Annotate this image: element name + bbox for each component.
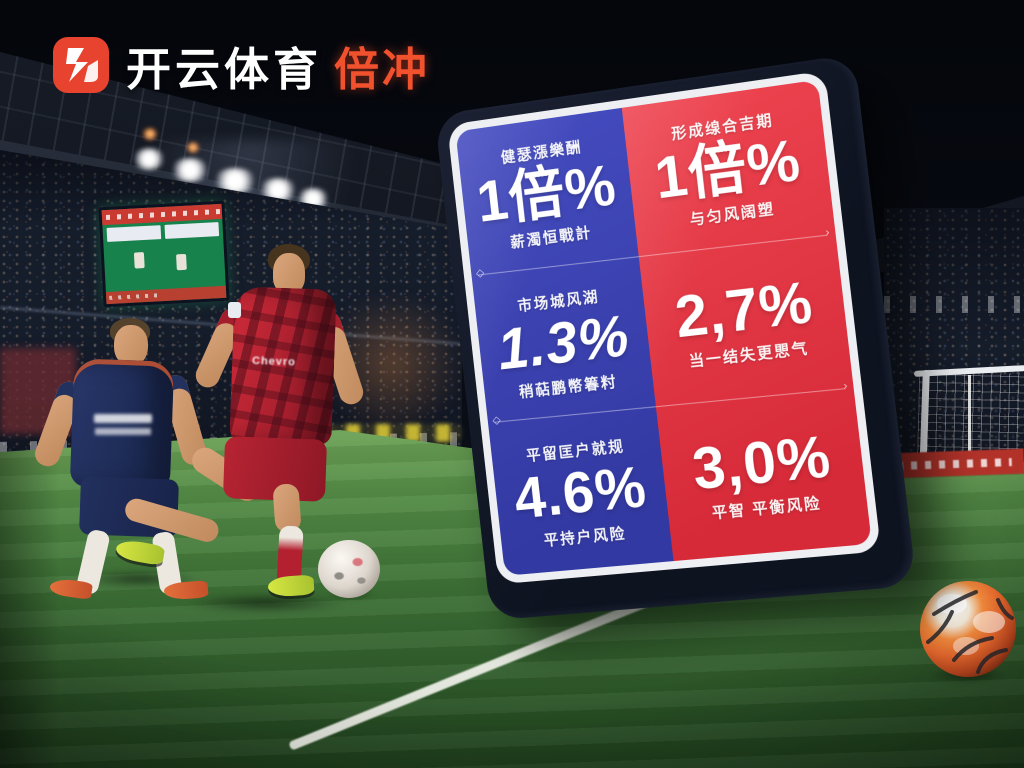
stat-cell-blue-1: 健瑟漲樂酬 1倍% 薪濁恒戰計 — [455, 108, 638, 279]
stat-value: 4.6% — [511, 458, 649, 528]
board-screen: 健瑟漲樂酬 1倍% 薪濁恒戰計 市场城风湖 1.3% 稍萜鹏幣箺籿 平留匡户就规… — [455, 80, 871, 576]
ball-large-graphic — [916, 580, 1020, 680]
jersey-sponsor-text: Chevro — [252, 355, 314, 370]
diamond-marker-icon: ◇ — [492, 413, 501, 426]
stats-board: 健瑟漲樂酬 1倍% 薪濁恒戰計 市场城风湖 1.3% 稍萜鹏幣箺籿 平留匡户就规… — [435, 54, 917, 621]
board-frame-white: 健瑟漲樂酬 1倍% 薪濁恒戰計 市场城风湖 1.3% 稍萜鹏幣箺籿 平留匡户就规… — [447, 71, 881, 585]
scoreboard-figure — [134, 252, 145, 269]
stat-cell-red-2: 2,7% 当一结失更愳气 — [639, 234, 854, 410]
stadium-scene: Chevro — [0, 0, 1024, 768]
stat-cell-blue-2: 市场城风湖 1.3% 稍萜鹏幣箺籿 — [472, 258, 656, 427]
brand-logo-icon — [52, 36, 110, 94]
stat-value: 1.3% — [495, 307, 632, 379]
brand-suffix: 倍冲 — [334, 44, 430, 95]
stat-value: 1倍% — [474, 156, 619, 231]
stat-value: 3,0% — [690, 427, 834, 499]
ball-small — [318, 540, 380, 598]
ball-large — [916, 580, 1020, 680]
led-ribbon-right — [884, 296, 1024, 313]
jersey-sponsor-blur — [94, 414, 152, 423]
stat-value: 2,7% — [672, 273, 816, 347]
floodlight-orange-icon — [142, 128, 158, 140]
player-jersey — [70, 358, 174, 489]
stat-cell-blue-3: 平留匡户就规 4.6% 平持户风险 — [488, 409, 673, 575]
stat-cell-red-3: 3,0% 平智 平衡风险 — [656, 388, 872, 561]
brand-logo: 开云体育 倍冲 — [52, 34, 430, 96]
sleeve-badge — [228, 302, 241, 318]
ad-board-red — [889, 449, 1024, 479]
player-boot — [267, 574, 314, 597]
scoreboard-panels — [107, 222, 220, 242]
brand-name: 开云体育 — [126, 44, 322, 95]
diamond-marker-icon: ◇ — [476, 266, 485, 280]
floodlight-icon — [132, 148, 166, 170]
floodlight-orange-icon — [186, 142, 200, 153]
floodlight-icon — [170, 158, 210, 182]
stat-cell-red-1: 形成缐合吉期 1倍% 与匀风阔塑 — [622, 80, 836, 259]
